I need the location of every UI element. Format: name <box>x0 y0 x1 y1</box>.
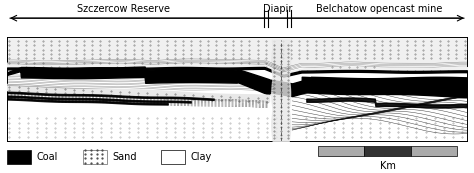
Text: Coal: Coal <box>36 152 58 162</box>
Bar <box>411 146 457 156</box>
Text: Sand: Sand <box>112 152 137 162</box>
Text: 0: 0 <box>315 135 320 144</box>
Text: 3: 3 <box>455 135 460 144</box>
Text: 2: 2 <box>408 135 413 144</box>
Bar <box>161 150 185 164</box>
Bar <box>83 150 107 164</box>
Text: Km: Km <box>380 161 395 171</box>
Bar <box>364 146 411 156</box>
Text: Clay: Clay <box>191 152 212 162</box>
Text: 1: 1 <box>362 135 367 144</box>
Text: Belchatow opencast mine: Belchatow opencast mine <box>316 4 442 14</box>
Bar <box>318 146 364 156</box>
Text: Diapir: Diapir <box>263 4 292 14</box>
Bar <box>7 150 31 164</box>
Text: Szczercow Reserve: Szczercow Reserve <box>77 4 170 14</box>
